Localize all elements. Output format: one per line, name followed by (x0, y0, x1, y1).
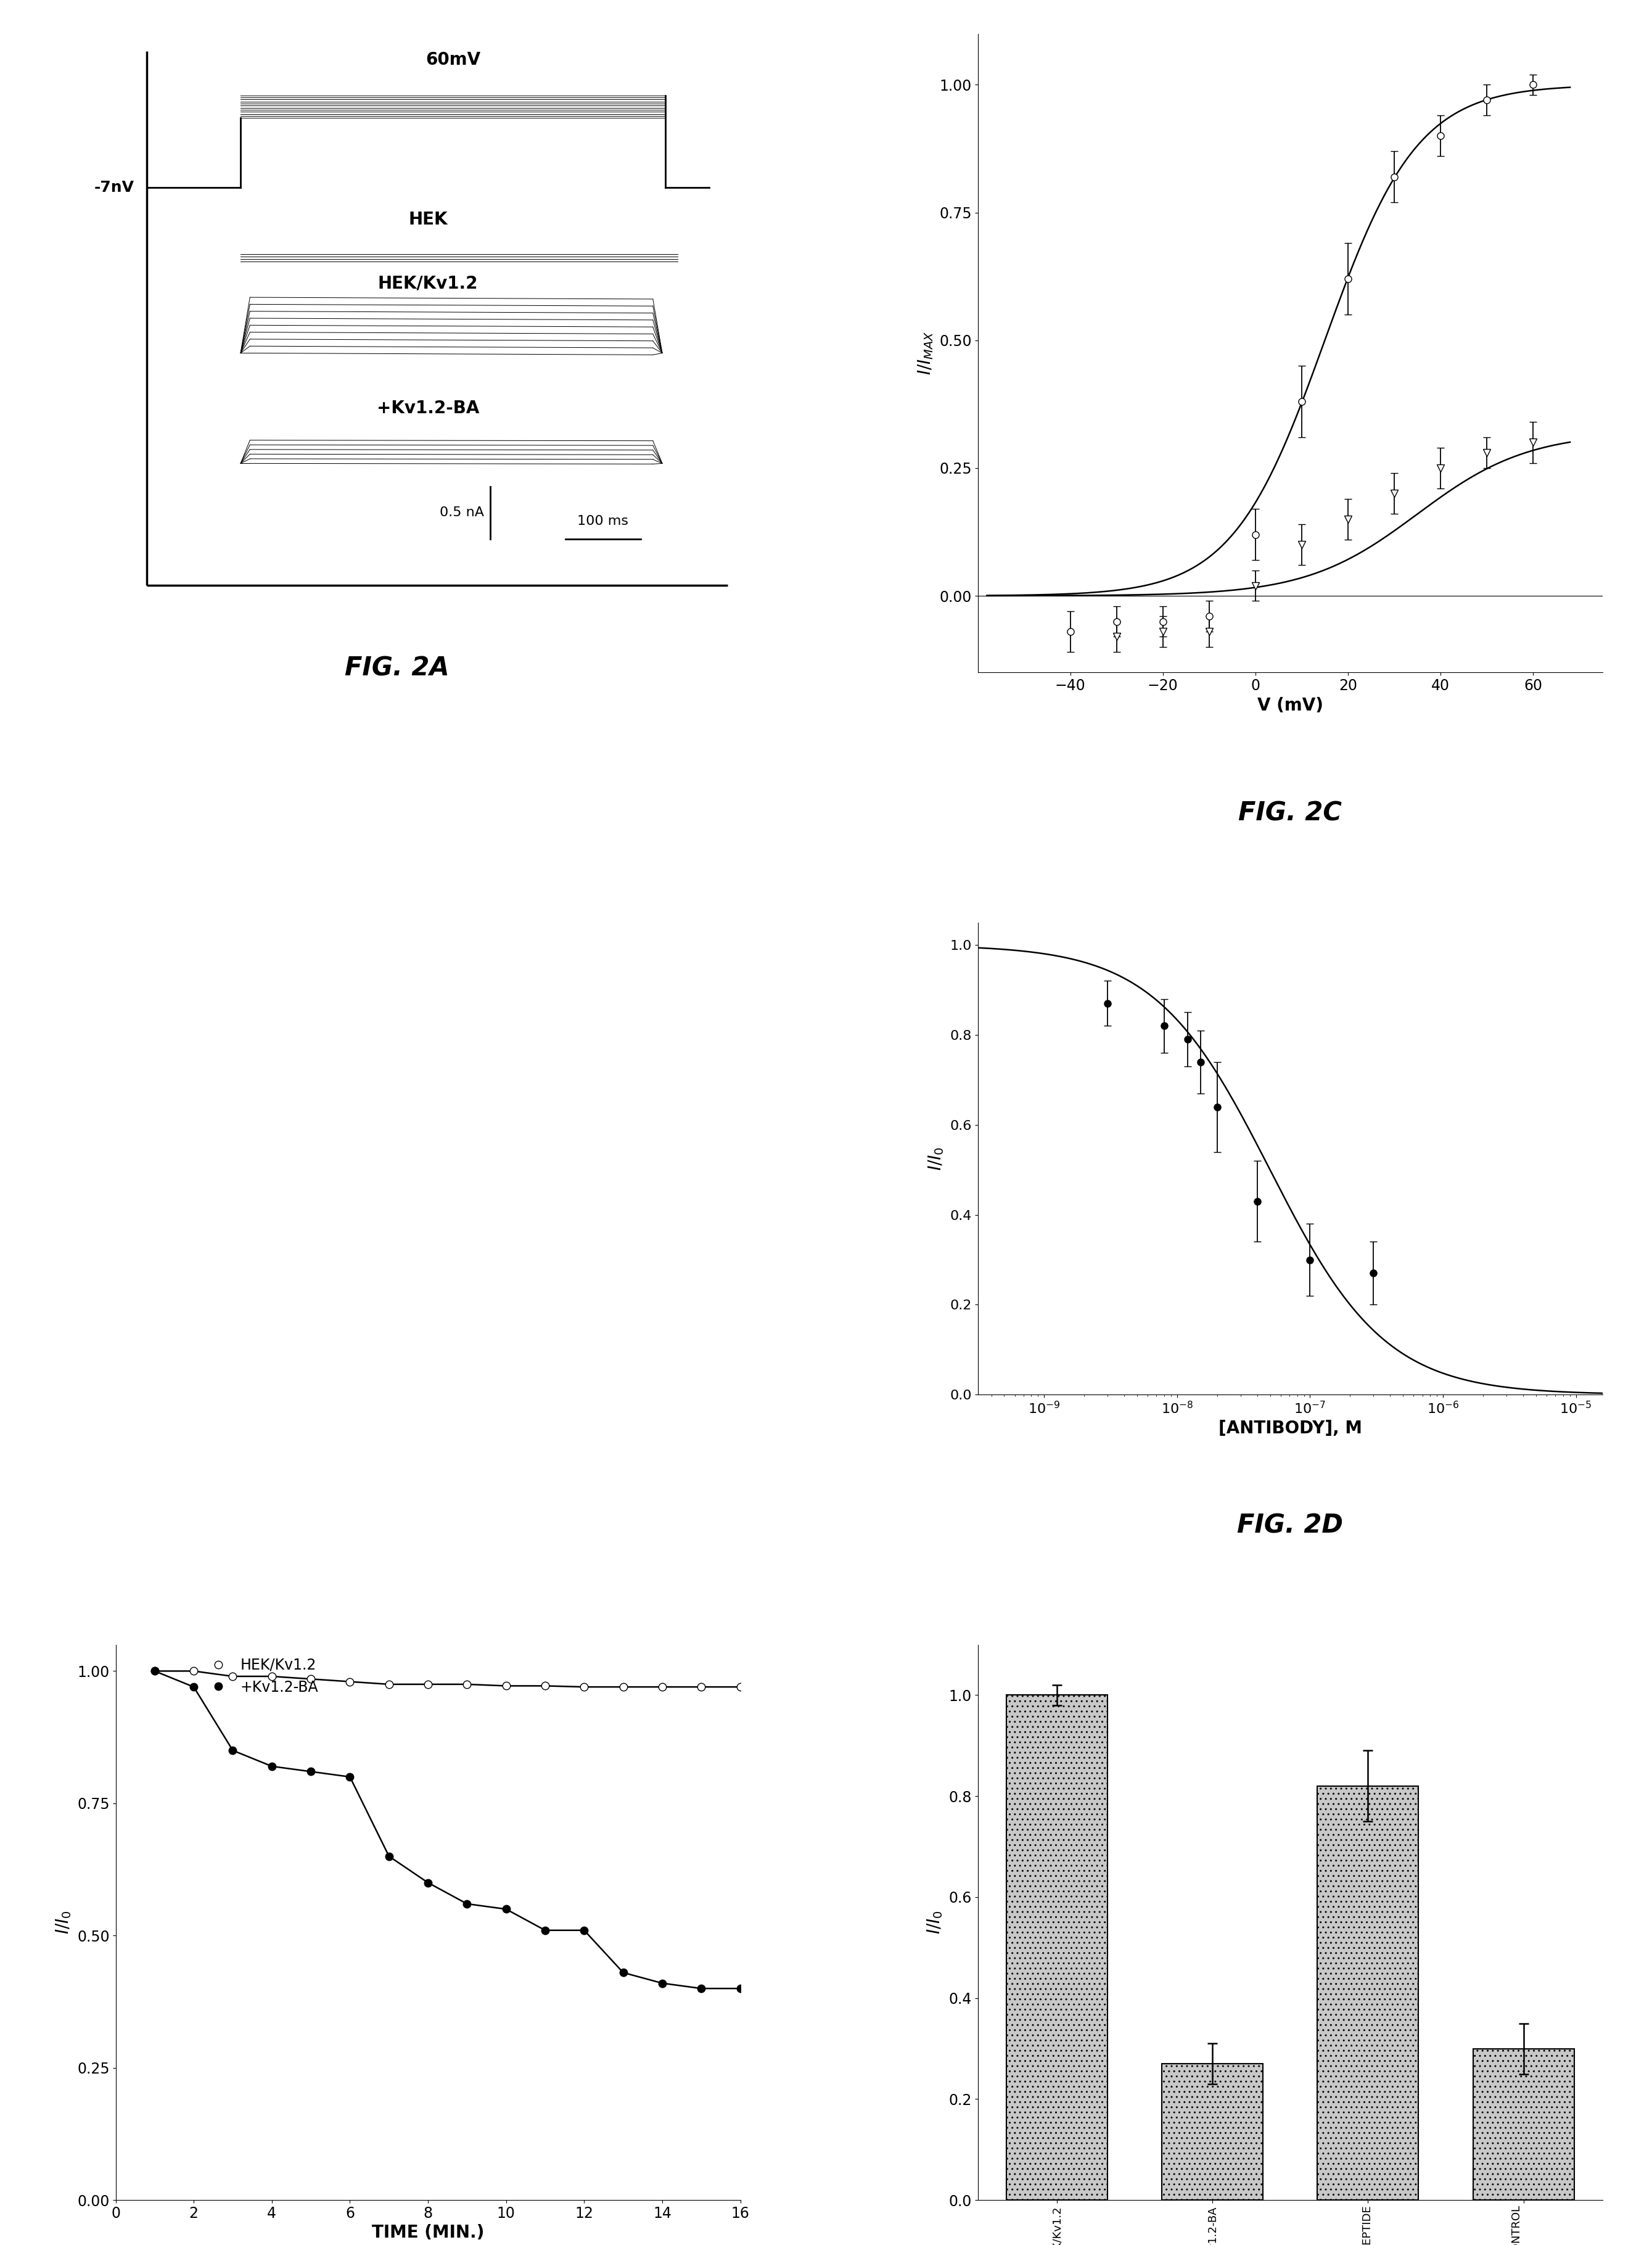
X-axis label: TIME (MIN.): TIME (MIN.) (372, 2225, 484, 2241)
Text: 100 ms: 100 ms (577, 514, 628, 528)
HEK/Kv1.2 (223, 1664, 243, 1690)
Text: FIG. 2A: FIG. 2A (345, 656, 449, 680)
X-axis label: [ANTIBODY], M: [ANTIBODY], M (1218, 1419, 1361, 1437)
Y-axis label: $I/I_0$: $I/I_0$ (927, 1910, 945, 1935)
HEK/Kv1.2 (378, 1670, 398, 1697)
+Kv1.2-BA (692, 1976, 712, 2003)
HEK/Kv1.2 (458, 1670, 477, 1697)
Text: HEK/Kv1.2: HEK/Kv1.2 (378, 274, 477, 292)
Y-axis label: $I/I_{MAX}$: $I/I_{MAX}$ (917, 330, 935, 375)
Text: FIG. 2C: FIG. 2C (1239, 799, 1341, 826)
+Kv1.2-BA (575, 1917, 595, 1944)
HEK/Kv1.2 (263, 1664, 282, 1690)
HEK/Kv1.2 (145, 1657, 165, 1684)
HEK/Kv1.2 (183, 1657, 203, 1684)
Bar (1474, 2050, 1574, 2200)
+Kv1.2-BA (418, 1870, 438, 1897)
Text: +Kv1.2-BA: +Kv1.2-BA (377, 400, 479, 418)
Text: HEK: HEK (408, 211, 448, 229)
Line: HEK/Kv1.2: HEK/Kv1.2 (150, 1668, 743, 1690)
Bar (1006, 1695, 1107, 2200)
+Kv1.2-BA (653, 1969, 672, 1996)
Text: 0.5 nA: 0.5 nA (439, 507, 484, 519)
HEK/Kv1.2 (653, 1673, 672, 1699)
+Kv1.2-BA (301, 1758, 320, 1785)
Bar (1161, 2063, 1262, 2200)
HEK/Kv1.2 (418, 1670, 438, 1697)
+Kv1.2-BA (340, 1762, 360, 1789)
+Kv1.2-BA (458, 1890, 477, 1917)
HEK/Kv1.2 (730, 1673, 750, 1699)
Line: +Kv1.2-BA: +Kv1.2-BA (150, 1668, 743, 1991)
Text: 60mV: 60mV (426, 52, 481, 70)
HEK/Kv1.2 (496, 1673, 515, 1699)
+Kv1.2-BA (183, 1673, 203, 1699)
+Kv1.2-BA (496, 1895, 515, 1922)
Bar (1317, 1787, 1419, 2200)
+Kv1.2-BA (613, 1960, 633, 1987)
+Kv1.2-BA (378, 1843, 398, 1870)
Text: FIG. 2D: FIG. 2D (1237, 1513, 1343, 1538)
+Kv1.2-BA (535, 1917, 555, 1944)
+Kv1.2-BA (223, 1738, 243, 1765)
HEK/Kv1.2 (535, 1673, 555, 1699)
HEK/Kv1.2 (692, 1673, 712, 1699)
HEK/Kv1.2 (575, 1673, 595, 1699)
+Kv1.2-BA (730, 1976, 750, 2003)
Legend: HEK/Kv1.2, +Kv1.2-BA: HEK/Kv1.2, +Kv1.2-BA (198, 1652, 324, 1699)
Y-axis label: $I/I_0$: $I/I_0$ (55, 1910, 73, 1935)
Text: -7nV: -7nV (94, 180, 134, 195)
HEK/Kv1.2 (301, 1666, 320, 1693)
HEK/Kv1.2 (613, 1673, 633, 1699)
+Kv1.2-BA (263, 1753, 282, 1780)
X-axis label: V (mV): V (mV) (1257, 696, 1323, 714)
+Kv1.2-BA (145, 1657, 165, 1684)
Y-axis label: $I/I_0$: $I/I_0$ (927, 1147, 945, 1170)
HEK/Kv1.2 (340, 1668, 360, 1695)
